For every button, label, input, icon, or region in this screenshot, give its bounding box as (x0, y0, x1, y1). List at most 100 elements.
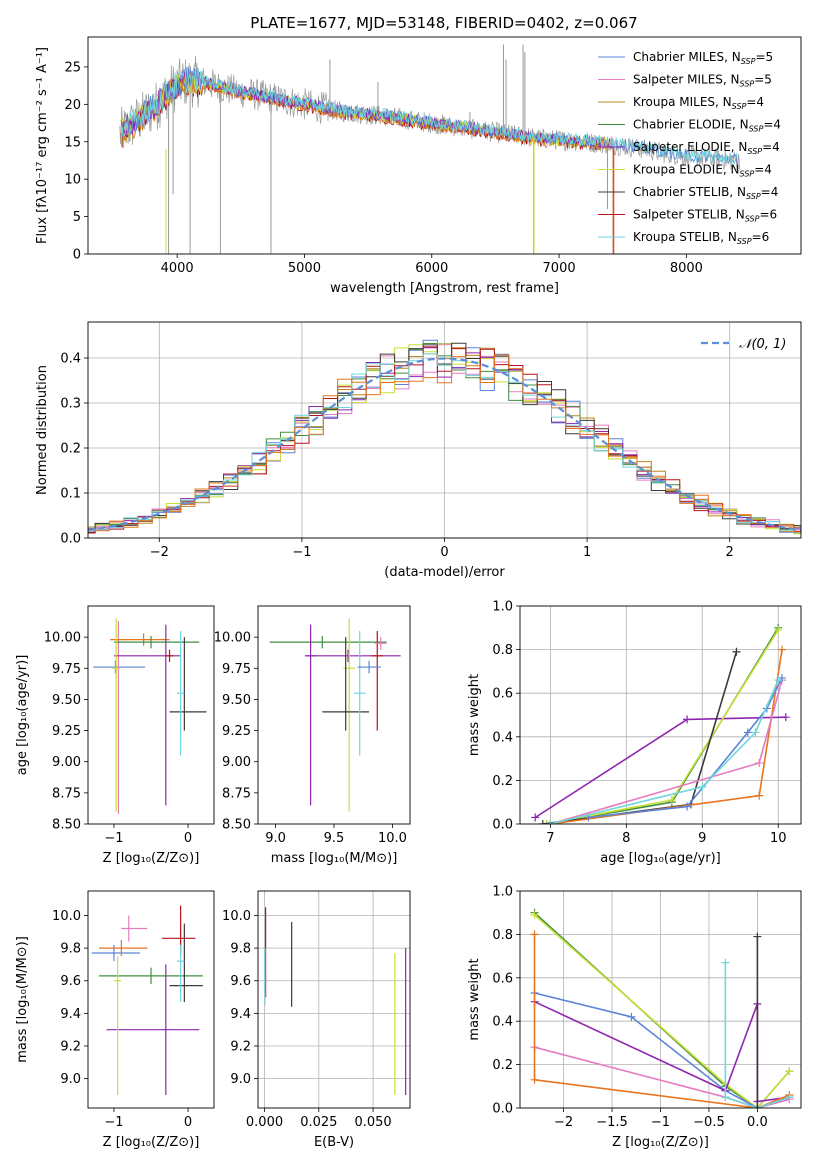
x-tick-label: 5000 (288, 261, 321, 276)
data-point (374, 637, 387, 650)
y-tick-label: 0.2 (492, 774, 513, 789)
y-tick-label: 9.00 (52, 755, 81, 770)
x-tick-label: 7000 (543, 261, 576, 276)
legend-entry: 𝒩(0, 1) (739, 337, 786, 352)
series-marker (530, 1075, 539, 1084)
residual-histogram (88, 343, 801, 535)
y-tick-label: 15 (64, 135, 81, 150)
y-tick-label: 0.0 (492, 1102, 513, 1117)
residuals-plot-area (88, 322, 801, 538)
series-marker (530, 910, 539, 919)
x-axis-label: (data-model)/error (384, 565, 505, 580)
data-point (110, 633, 170, 646)
x-tick-label: −0.5 (693, 1115, 725, 1130)
spectrum-plot-area (119, 44, 741, 254)
data-point (353, 630, 366, 756)
x-tick-label: 7 (546, 831, 554, 846)
mass-weight-series (534, 1000, 790, 1103)
mass_vs_ebv-plot-area (258, 891, 410, 1108)
residual-histogram (88, 354, 801, 533)
y-tick-label: 1.0 (492, 885, 513, 900)
mass-weight-series (546, 629, 779, 824)
series-marker (667, 796, 676, 805)
y-tick-label: 9.50 (52, 693, 81, 708)
y-tick-label: 0.2 (492, 1058, 513, 1073)
y-tick-label: 10.0 (52, 909, 81, 924)
x-axis-label: age [log₁₀(age/yr)] (600, 851, 721, 866)
series-marker (683, 802, 692, 811)
axes-frame (87, 605, 215, 825)
legend-entry: Chabrier ELODIE, NSSP=4 (633, 118, 781, 134)
x-tick-label: 0.050 (354, 1115, 391, 1130)
x-tick-label: 8 (622, 831, 630, 846)
mass_vs_z-chart: −1 0 9.0 9.2 9.4 9.6 9.8 10.0 Z [log₁₀(Z/Z⊙)] mas… (15, 890, 215, 1150)
mass_vs_ebv-chart: 0.000 0.025 0.050 9.0 9.2 9.4 9.6 9.8 10.0 E(B-V) (222, 890, 411, 1150)
data-point (113, 624, 181, 806)
y-axis-label: mass weight (467, 674, 482, 756)
series-marker (774, 625, 783, 634)
mass-weight-series (546, 627, 779, 824)
data-point (121, 915, 148, 942)
series-marker (721, 1093, 730, 1102)
y-tick-label: 0.8 (492, 643, 513, 658)
x-tick-label: 1 (583, 545, 591, 560)
mass-weight-series (533, 914, 791, 1108)
series-marker (743, 728, 752, 737)
data-point (307, 649, 401, 663)
data-point (269, 635, 387, 649)
data-point (304, 624, 317, 806)
y-tick-label: 0.2 (60, 442, 81, 457)
y-tick-label: 0.0 (492, 818, 513, 833)
x-tick-label: 0.000 (246, 1115, 283, 1130)
x-tick-label: −1 (292, 545, 311, 560)
mass_weight_vs_z-chart: −2 −1.5 −1 −0.5 0.0 0.0 0.2 0.4 0.6 0.8 1.0 Z [log₁… (467, 885, 802, 1150)
x-tick-label: 2 (726, 545, 734, 560)
mass-weight-series (550, 679, 779, 824)
series-marker (778, 673, 787, 682)
y-tick-label: 10.00 (44, 631, 81, 646)
y-tick-label: 20 (64, 98, 81, 113)
x-tick-label: −1 (104, 1115, 123, 1130)
x-axis-label: Z [log₁₀(Z/Z⊙)] (612, 1135, 709, 1150)
y-tick-label: 9.8 (230, 942, 251, 957)
series-marker (683, 715, 692, 724)
x-tick-label: 6000 (415, 261, 448, 276)
data-point (176, 630, 185, 756)
y-tick-label: 8.50 (52, 818, 81, 833)
y-tick-label: 0.0 (60, 532, 81, 547)
y-tick-label: 0.6 (492, 687, 513, 702)
x-tick-label: −2 (150, 545, 169, 560)
age_vs_z-plot-area (93, 618, 207, 815)
y-tick-label: 9.0 (60, 1072, 81, 1087)
mass-weight-series (724, 962, 790, 1108)
y-tick-label: 9.4 (60, 1007, 81, 1022)
x-tick-label: −1.5 (596, 1115, 628, 1130)
mass_weight_vs_age-chart: 7 8 9 10 0.0 0.2 0.4 0.6 0.8 1.0 age [log₁₀(age/yr… (467, 600, 802, 866)
legend-entry: Salpeter STELIB, NSSP=6 (633, 208, 777, 224)
y-tick-label: 9.0 (230, 1072, 251, 1087)
series-marker (755, 758, 764, 767)
legend: Chabrier MILES, NSSP=5 Salpeter MILES, NS… (598, 50, 781, 246)
x-tick-label: 4000 (161, 261, 194, 276)
legend-entry: Salpeter ELODIE, NSSP=4 (633, 140, 780, 156)
x-tick-label: −1 (104, 831, 123, 846)
y-tick-label: 0.4 (492, 1015, 513, 1030)
y-axis-label: age [log₁₀(age/yr)] (15, 655, 30, 776)
age_vs_mass-chart: 9.0 9.5 10.0 8.50 8.75 9.00 9.25 9.50 9.75 10.00 m… (214, 605, 411, 866)
figure-title: PLATE=1677, MJD=53148, FIBERID=0402, z=0… (250, 14, 637, 32)
data-point (91, 944, 140, 962)
x-tick-label: 9.0 (265, 831, 286, 846)
axes-frame (519, 890, 802, 1109)
x-tick-label: −2 (554, 1115, 573, 1130)
series-marker (785, 1067, 794, 1076)
x-tick-label: 0 (184, 1115, 192, 1130)
residual-histogram (88, 346, 801, 534)
legend-entry: Chabrier MILES, NSSP=5 (633, 50, 773, 66)
y-tick-label: 9.6 (60, 974, 81, 989)
data-point (113, 635, 200, 649)
mass-weight-series (533, 934, 790, 1108)
residual-histogram (88, 353, 801, 534)
series-marker (721, 958, 730, 967)
y-tick-label: 9.50 (222, 693, 251, 708)
